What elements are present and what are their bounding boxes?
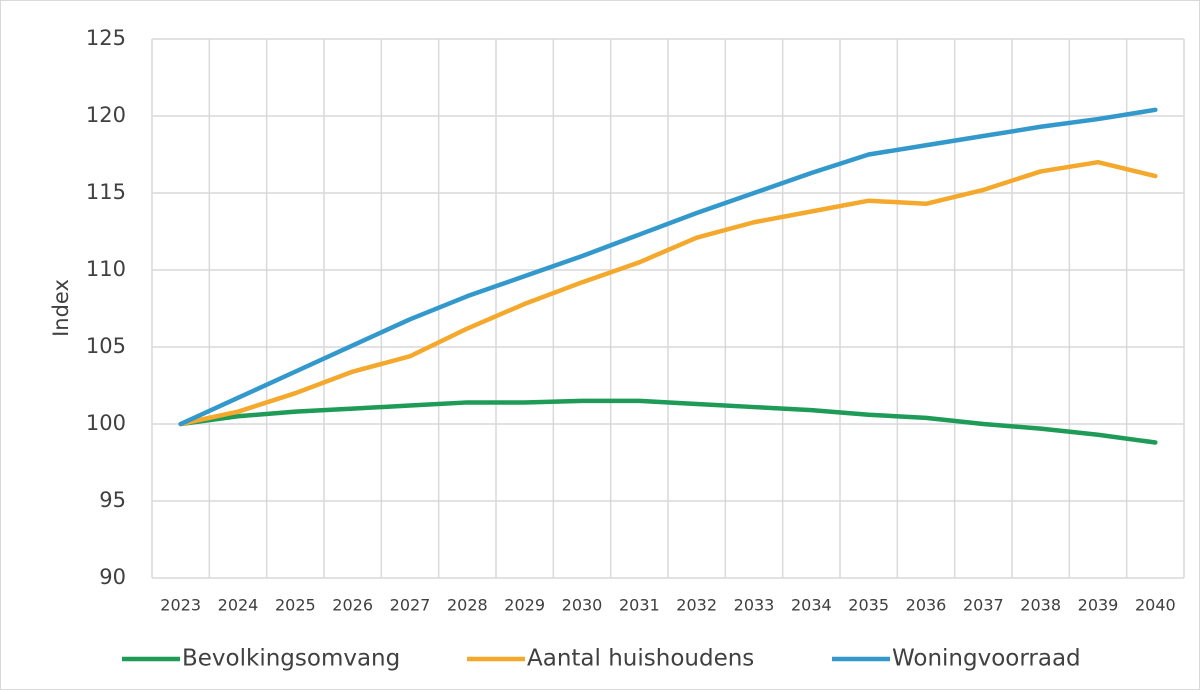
x-tick-label: 2039 [1078,596,1119,615]
y-axis-label: Index [49,279,73,337]
x-tick-label: 2037 [963,596,1004,615]
x-tick-label: 2032 [676,596,717,615]
x-tick-label: 2028 [447,596,488,615]
y-tick-label: 110 [86,257,126,281]
y-tick-label: 100 [86,411,126,435]
y-tick-label: 115 [86,180,126,204]
x-tick-label: 2038 [1020,596,1061,615]
y-tick-label: 120 [86,103,126,127]
series-line [178,159,1158,427]
y-tick-label: 105 [86,334,126,358]
y-tick-label: 90 [99,565,126,589]
series-line [178,398,1158,445]
legend-label: Woningvoorraad [892,646,1081,672]
series-line [178,107,1158,427]
x-tick-label: 2027 [390,596,431,615]
x-tick-label: 2033 [734,596,775,615]
x-tick-label: 2036 [906,596,947,615]
x-tick-label: 2034 [791,596,832,615]
y-tick-label: 125 [86,26,126,50]
x-tick-label: 2026 [332,596,373,615]
x-tick-label: 2035 [848,596,889,615]
x-tick-label: 2029 [504,596,545,615]
x-tick-label: 2023 [160,596,201,615]
x-tick-label: 2024 [218,596,259,615]
x-tick-label: 2031 [619,596,660,615]
legend-label: Aantal huishoudens [527,646,754,672]
legend-label: Bevolkingsomvang [182,646,400,672]
x-tick-label: 2025 [275,596,316,615]
y-tick-label: 95 [99,488,126,512]
x-tick-label: 2030 [562,596,603,615]
x-tick-label: 2040 [1135,596,1176,615]
